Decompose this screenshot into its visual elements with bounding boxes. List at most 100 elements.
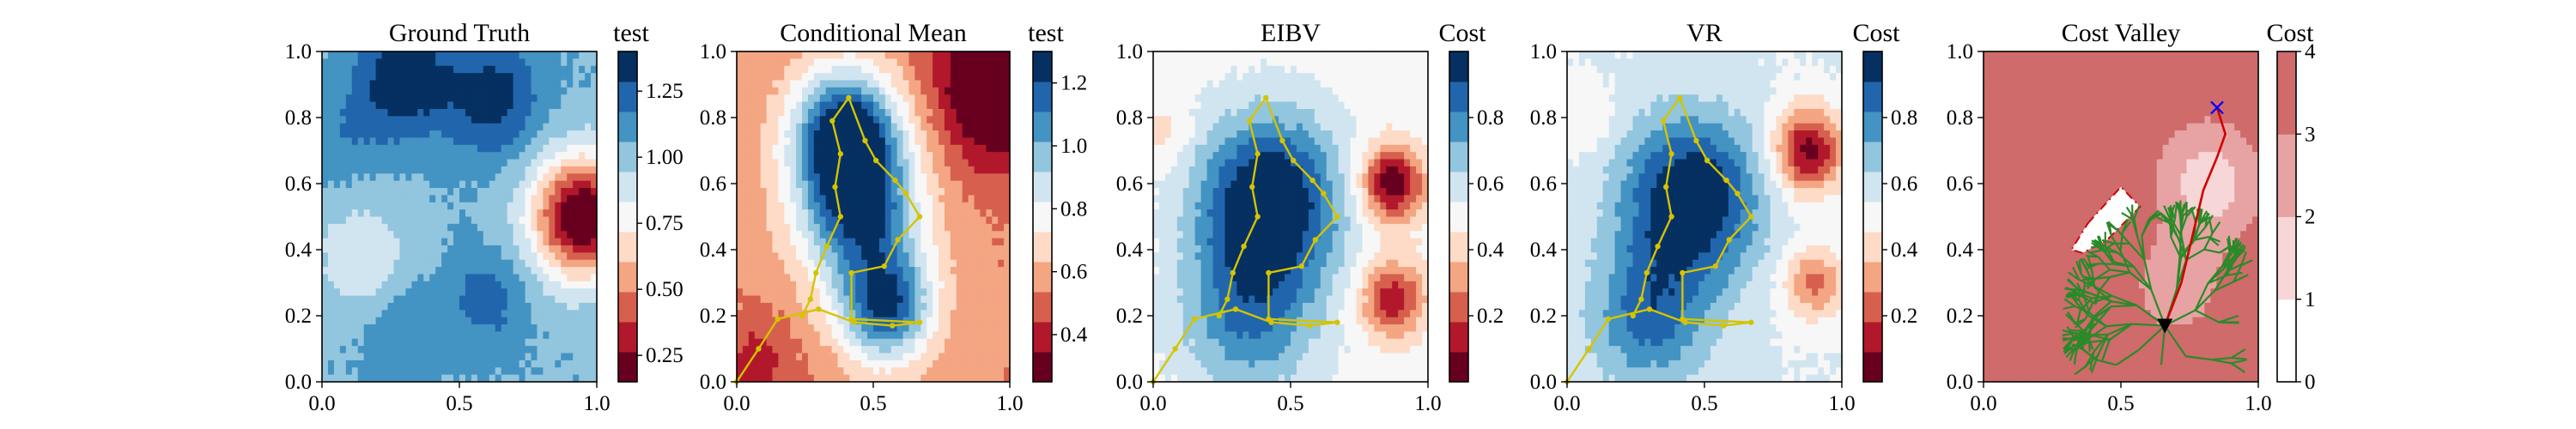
heatmap-cell [1230,302,1237,311]
heatmap-cell [784,353,791,361]
heatmap-cell [998,346,1005,354]
heatmap-cell [986,202,993,210]
heatmap-cell [489,209,496,218]
heatmap-cell [927,231,933,239]
heatmap-cell [393,123,401,131]
heatmap-cell [543,159,550,167]
heatmap-cell [998,267,1005,275]
heatmap-cell [884,295,892,304]
heatmap-cell [507,116,514,124]
heatmap-cell [501,58,508,67]
heatmap-cell [956,310,963,318]
heatmap-cell [1206,245,1214,253]
heatmap-cell [1182,108,1190,117]
heatmap-cell [1164,338,1172,347]
heatmap-cell [927,238,933,246]
heatmap-cell [405,87,412,95]
heatmap-cell [357,324,365,333]
heatmap-cell [1212,116,1220,124]
heatmap-cell [1218,173,1226,182]
heatmap-cell [737,238,744,246]
heatmap-cell [1164,367,1172,376]
heatmap-cell [1224,73,1232,82]
heatmap-cell [591,252,597,261]
heatmap-cell [555,173,562,182]
heatmap-cell [1153,94,1160,103]
heatmap-cell [417,331,424,340]
heatmap-cell [796,302,803,311]
heatmap-cell [435,231,442,239]
heatmap-cell [1188,123,1196,131]
heatmap-cell [1182,58,1190,67]
heatmap-cell [737,353,744,361]
heatmap-cell [933,310,939,318]
heatmap-cell [927,346,933,354]
heatmap-cell [956,259,963,268]
heatmap-cell [1182,130,1190,139]
heatmap-cell [525,281,532,289]
heatmap-cell [933,259,939,268]
heatmap-cell [902,346,910,354]
heatmap-cell [784,231,791,239]
heatmap-cell [861,310,868,318]
heatmap-cell [543,274,550,282]
heatmap-cell [327,116,335,124]
heatmap-cell [992,338,999,347]
heatmap-cell [939,281,945,289]
heatmap-cell [375,123,383,131]
heatmap-cell [778,317,785,325]
heatmap-cell [784,152,791,160]
heatmap-cell [837,180,845,189]
heatmap-cell [914,267,921,275]
heatmap-cell [369,238,377,246]
heatmap-cell [555,73,562,82]
heatmap-cell [411,144,418,153]
heatmap-cell [950,144,957,153]
heatmap-cell [831,338,839,347]
colorbar-segment [618,112,637,142]
heatmap-cell [772,324,779,333]
heatmap-cell [1212,353,1220,361]
heatmap-cell [873,367,880,376]
heatmap-cell [878,152,886,160]
heatmap-cell [351,65,359,74]
heatmap-cell [902,195,910,203]
heatmap-cell [980,259,987,268]
heatmap-cell [369,209,377,218]
heatmap-cell [549,259,556,268]
heatmap-cell [748,331,756,340]
heatmap-cell [375,166,383,174]
heatmap-cell [405,302,412,311]
heatmap-cell [459,324,466,333]
heatmap-cell [873,259,880,268]
heatmap-cell [878,87,886,95]
heatmap-cell [429,245,436,253]
heatmap-cell [543,94,550,103]
heatmap-cell [525,195,532,203]
heatmap-cell [855,274,862,282]
heatmap-field [1153,51,1428,382]
heatmap-cell [742,295,750,304]
heatmap-cell [825,116,833,124]
heatmap-cell [748,353,756,361]
heatmap-cell [902,209,910,218]
heatmap-cell [737,80,744,88]
heatmap-cell [861,209,868,218]
heatmap-cell [896,331,904,340]
heatmap-cell [986,223,993,232]
x-tick-label: 1.0 [583,392,610,415]
heatmap-cell [807,360,815,368]
heatmap-cell [435,223,442,232]
heatmap-cell [1218,310,1226,318]
heatmap-cell [760,331,768,340]
heatmap-cell [980,267,987,275]
heatmap-cell [896,101,904,110]
heatmap-cell [908,288,915,297]
heatmap-cell [927,331,933,340]
heatmap-cell [843,338,850,347]
heatmap-cell [778,231,785,239]
heatmap-cell [802,374,809,382]
heatmap-cell [944,302,951,311]
heatmap-cell [908,267,915,275]
heatmap-cell [1206,259,1214,268]
